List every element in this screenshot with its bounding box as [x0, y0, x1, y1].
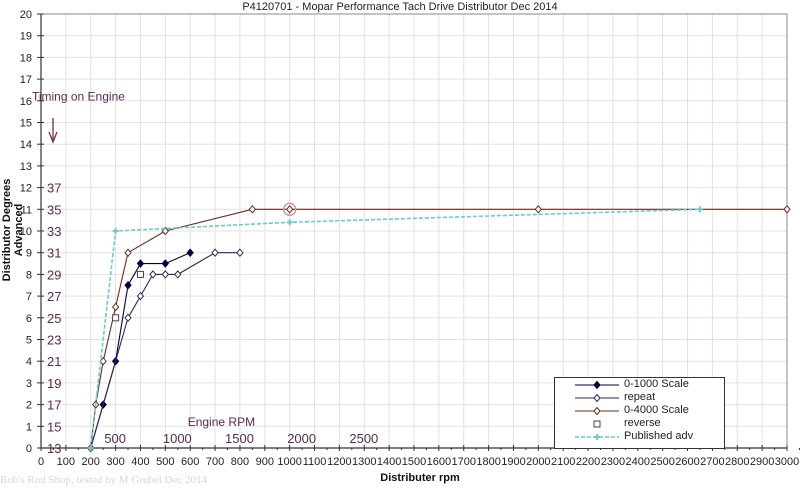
svg-text:Timing on Engine: Timing on Engine — [32, 89, 125, 103]
svg-text:500: 500 — [104, 431, 126, 446]
svg-text:2400: 2400 — [626, 456, 650, 468]
svg-text:20: 20 — [20, 9, 32, 21]
svg-text:1500: 1500 — [402, 456, 426, 468]
svg-text:1700: 1700 — [451, 456, 475, 468]
svg-text:31: 31 — [47, 246, 61, 261]
legend-label: 0-1000 Scale — [624, 378, 689, 390]
svg-text:2: 2 — [26, 400, 32, 412]
legend-item: repeat — [555, 391, 724, 404]
y-axis-label: Distributor Degrees Advanced — [1, 178, 25, 282]
legend-item: 0-4000 Scale — [555, 404, 724, 417]
svg-text:1300: 1300 — [352, 456, 376, 468]
legend-label: reverse — [624, 417, 661, 429]
svg-text:14: 14 — [20, 139, 32, 151]
svg-text:1900: 1900 — [501, 456, 525, 468]
legend-swatch-reverse — [593, 420, 601, 428]
svg-text:300: 300 — [106, 456, 124, 468]
svg-text:11: 11 — [21, 204, 32, 216]
svg-text:400: 400 — [131, 456, 149, 468]
svg-text:35: 35 — [47, 202, 61, 217]
legend-label: repeat — [624, 391, 656, 403]
legend-label: Published adv — [624, 430, 694, 442]
svg-text:15: 15 — [47, 419, 61, 434]
svg-text:1200: 1200 — [327, 456, 351, 468]
svg-text:25: 25 — [47, 311, 61, 326]
legend-item: reverse — [555, 417, 724, 430]
svg-text:2000: 2000 — [287, 431, 316, 446]
svg-text:19: 19 — [20, 31, 32, 43]
svg-text:15: 15 — [20, 118, 32, 130]
svg-text:9: 9 — [26, 248, 32, 260]
legend-swatch-published-adv — [575, 434, 619, 440]
svg-text:7: 7 — [26, 291, 32, 303]
svg-text:33: 33 — [47, 224, 61, 239]
svg-text:4: 4 — [26, 356, 32, 368]
svg-text:0: 0 — [26, 443, 32, 455]
svg-text:12: 12 — [20, 183, 32, 195]
svg-text:700: 700 — [206, 456, 224, 468]
svg-text:200: 200 — [82, 456, 100, 468]
svg-text:13: 13 — [47, 441, 61, 456]
svg-text:600: 600 — [181, 456, 199, 468]
svg-text:6: 6 — [26, 313, 32, 325]
svg-text:18: 18 — [20, 52, 32, 64]
x-axis-label: Distributer rpm — [380, 472, 460, 484]
svg-text:1: 1 — [26, 421, 32, 433]
legend-item: 0-1000 Scale — [555, 378, 724, 391]
legend-label: 0-4000 Scale — [624, 404, 689, 416]
chart-title: P4120701 - Mopar Performance Tach Drive … — [242, 1, 558, 13]
svg-text:2500: 2500 — [349, 431, 378, 446]
svg-text:2700: 2700 — [700, 456, 724, 468]
legend: 0-1000 Scale repeat 0-4000 Scale reverse… — [554, 377, 725, 449]
svg-text:500: 500 — [156, 456, 174, 468]
svg-text:2800: 2800 — [725, 456, 749, 468]
svg-text:17: 17 — [20, 74, 32, 86]
svg-text:16: 16 — [20, 96, 32, 108]
svg-text:19: 19 — [47, 376, 61, 391]
svg-text:1500: 1500 — [225, 431, 254, 446]
svg-text:900: 900 — [256, 456, 274, 468]
svg-text:2000: 2000 — [526, 456, 550, 468]
svg-text:23: 23 — [47, 333, 61, 348]
svg-text:2900: 2900 — [750, 456, 774, 468]
svg-text:13: 13 — [20, 161, 32, 173]
svg-text:10: 10 — [20, 226, 32, 238]
legend-item: Published adv — [555, 430, 724, 443]
svg-text:3: 3 — [26, 378, 32, 390]
svg-text:1400: 1400 — [377, 456, 401, 468]
svg-text:100: 100 — [57, 456, 75, 468]
svg-text:1000: 1000 — [277, 456, 301, 468]
svg-text:17: 17 — [47, 398, 61, 413]
legend-swatch-0-4000-scale — [575, 406, 619, 416]
svg-text:800: 800 — [231, 456, 249, 468]
watermark: Rob's Rod Shop, tested by M Grubel Dec 2… — [0, 474, 207, 486]
legend-swatch-0-1000-scale — [575, 380, 619, 390]
svg-text:1800: 1800 — [476, 456, 500, 468]
svg-text:2100: 2100 — [551, 456, 575, 468]
svg-text:2500: 2500 — [650, 456, 674, 468]
svg-text:1600: 1600 — [427, 456, 451, 468]
svg-text:21: 21 — [47, 354, 61, 369]
svg-text:2200: 2200 — [576, 456, 600, 468]
svg-text:1000: 1000 — [163, 431, 192, 446]
svg-text:0: 0 — [38, 456, 44, 468]
legend-swatch-repeat — [575, 393, 619, 403]
svg-text:27: 27 — [47, 289, 61, 304]
svg-text:2600: 2600 — [675, 456, 699, 468]
svg-text:8: 8 — [26, 269, 32, 281]
svg-text:37: 37 — [47, 181, 61, 196]
svg-text:3000: 3000 — [775, 456, 799, 468]
svg-text:Engine RPM: Engine RPM — [188, 415, 255, 429]
svg-text:2300: 2300 — [601, 456, 625, 468]
svg-text:1100: 1100 — [303, 456, 327, 468]
svg-text:5: 5 — [26, 335, 32, 347]
svg-text:29: 29 — [47, 267, 61, 282]
